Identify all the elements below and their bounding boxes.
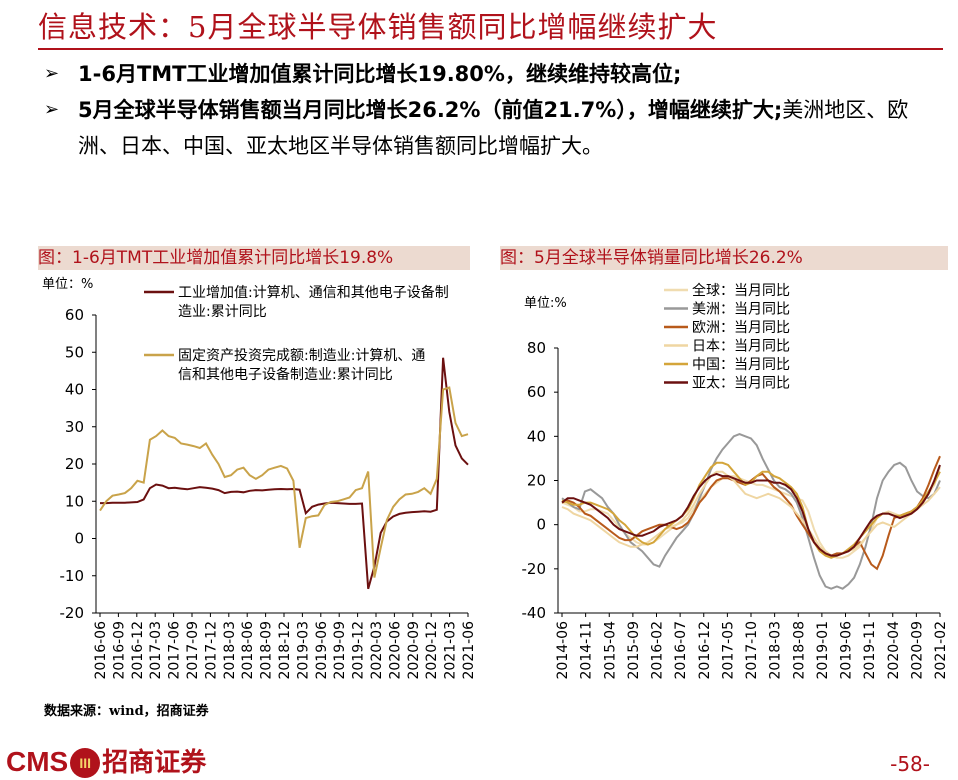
y-tick-label: 40: [65, 381, 84, 399]
series-line-5: [561, 461, 941, 559]
arrow-bullet-icon: ➢: [44, 63, 60, 84]
x-tick-label: 2019-06: [839, 621, 855, 680]
x-tick-label: 2020-04: [886, 621, 902, 680]
y-tick-label: 30: [65, 418, 84, 436]
x-tick-label: 2019-09: [332, 621, 348, 680]
arrow-bullet-icon: ➢: [44, 99, 60, 120]
x-tick-label: 2019-12: [351, 621, 367, 680]
right-line-chart: 单位:% 80 60 40 20 0 -20 -40 2014-06 2014-11 2015-04…: [522, 282, 950, 680]
right-chart-title: 图：5月全球半导体销量同比增长26.2%: [500, 246, 948, 270]
bullet-item-1: ➢ 1-6月TMT工业增加值累计同比增长19.80%，继续维持较高位;: [44, 56, 934, 92]
legend-label: 信和其他电子设备制造业:累计同比: [178, 366, 393, 383]
series-line-3: [561, 455, 941, 571]
x-tick-label: 2020-09: [406, 621, 422, 680]
y-tick-label: -20: [60, 604, 85, 622]
x-tick-label: 2017-03: [148, 621, 164, 680]
y-tick-label: 20: [527, 472, 546, 490]
y-tick-label: 0: [74, 530, 84, 548]
unit-label: 单位：%: [42, 277, 93, 292]
y-tick-label: 0: [536, 516, 546, 534]
page-title: 信息技术：5月全球半导体销售额同比增幅继续扩大: [38, 10, 718, 44]
bullet-list: ➢ 1-6月TMT工业增加值累计同比增长19.80%，继续维持较高位; ➢ 5月…: [44, 56, 934, 164]
x-tick-label: 2019-03: [295, 621, 311, 680]
left-chart-title: 图：1-6月TMT工业增加值累计同比增长19.8%: [38, 246, 470, 270]
title-divider: [38, 48, 943, 50]
page-number: -58-: [890, 752, 930, 776]
x-tick-label: 2019-01: [815, 621, 831, 680]
series-line-1: [100, 357, 469, 590]
y-tick-label: 40: [527, 427, 546, 445]
x-tick-label: 2019-11: [862, 621, 878, 680]
bullet-text-bold: 1-6月TMT工业增加值累计同比增长19.80%，继续维持较高位;: [78, 62, 682, 86]
x-tick-label: 2020-03: [369, 621, 385, 680]
y-tick-label: -10: [60, 567, 85, 585]
x-tick-label: 2021-03: [443, 621, 459, 680]
x-tick-label: 2017-09: [185, 621, 201, 680]
x-tick-label: 2014-11: [579, 621, 595, 680]
y-tick-label: -40: [522, 604, 547, 622]
logo-emblem-icon: III: [70, 748, 101, 778]
legend-label: 亚太：当月同比: [692, 376, 790, 392]
y-tick-label: 10: [65, 492, 84, 510]
y-tick-label: -20: [522, 560, 547, 578]
legend-label: 欧洲：当月同比: [692, 320, 790, 336]
legend-label: 工业增加值:计算机、通信和其他电子设备制: [178, 284, 449, 301]
data-source: 数据来源：wind，招商证券: [44, 704, 209, 719]
series-line-2: [561, 433, 941, 590]
legend-label: 美洲：当月同比: [692, 302, 790, 318]
x-tick-label: 2018-09: [259, 621, 275, 680]
bullet-item-2: ➢ 5月全球半导体销售额当月同比增长26.2%（前值21.7%），增幅继续扩大;…: [44, 92, 934, 164]
series-line-2: [99, 386, 469, 578]
x-tick-label: 2019-06: [314, 621, 330, 680]
x-tick-label: 2018-03: [222, 621, 238, 680]
x-tick-label: 2017-10: [744, 621, 760, 680]
logo-text: CMS: [6, 746, 69, 777]
logo-chinese-name: 招商证券: [102, 748, 207, 778]
legend-label: 固定资产投资完成额:制造业:计算机、通: [178, 348, 425, 364]
legend-label: 造业:累计同比: [178, 304, 267, 320]
y-tick-label: 60: [65, 306, 84, 324]
x-tick-label: 2015-04: [602, 621, 618, 680]
x-tick-label: 2018-08: [791, 621, 807, 680]
x-tick-label: 2015-09: [626, 621, 642, 680]
y-tick-label: 50: [65, 343, 84, 361]
x-tick-label: 2021-02: [933, 621, 949, 680]
legend-label: 中国：当月同比: [692, 357, 790, 373]
x-tick-label: 2017-12: [203, 621, 219, 680]
legend-label: 全球：当月同比: [692, 282, 790, 299]
bullet-text-bold: 5月全球半导体销售额当月同比增长26.2%（前值21.7%），增幅继续扩大;: [78, 98, 783, 122]
x-tick-label: 2014-06: [555, 621, 571, 680]
bullet-text-plain: 美洲地区、欧洲、日本、中国、亚太地区半导体销售额同比增幅扩大。: [78, 98, 909, 158]
x-tick-label: 2016-09: [111, 621, 127, 680]
unit-label: 单位:%: [524, 296, 567, 311]
company-logo: CMS III 招商证券: [6, 742, 206, 779]
x-tick-label: 2018-12: [277, 621, 293, 680]
x-tick-label: 2018-03: [768, 621, 784, 680]
x-tick-label: 2016-12: [697, 621, 713, 680]
x-tick-label: 2016-12: [130, 621, 146, 680]
x-tick-label: 2016-06: [93, 621, 109, 680]
x-tick-label: 2021-06: [461, 621, 477, 680]
y-tick-label: 60: [527, 383, 546, 401]
x-tick-label: 2020-06: [387, 621, 403, 680]
series-line-6: [561, 464, 941, 557]
x-tick-label: 2017-06: [167, 621, 183, 680]
y-tick-label: 20: [65, 455, 84, 473]
x-tick-label: 2016-02: [650, 621, 666, 680]
x-tick-label: 2017-05: [720, 621, 736, 680]
legend-label: 日本：当月同比: [692, 339, 790, 355]
y-tick-label: 80: [527, 339, 546, 357]
x-tick-label: 2016-07: [673, 621, 689, 680]
x-tick-label: 2020-09: [909, 621, 925, 680]
x-tick-label: 2018-06: [240, 621, 256, 680]
series-line-4: [561, 470, 941, 557]
x-tick-label: 2020-12: [424, 621, 440, 680]
